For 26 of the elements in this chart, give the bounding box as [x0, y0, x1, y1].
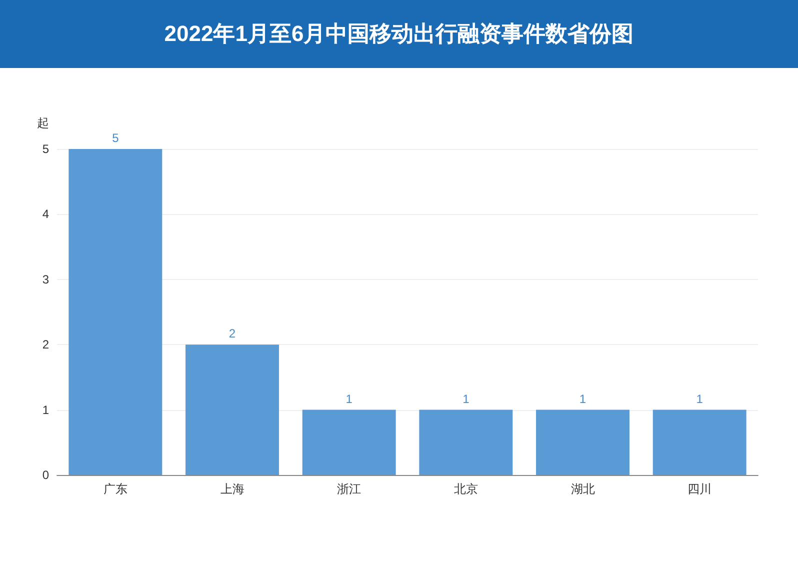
bar — [419, 410, 513, 475]
data-label: 1 — [462, 392, 470, 406]
bar — [68, 149, 162, 475]
y-axis-title: 起 — [37, 116, 49, 130]
data-label: 2 — [228, 326, 236, 341]
y-tick-label: 4 — [42, 207, 50, 222]
data-label: 1 — [346, 392, 353, 406]
y-tick-label: 1 — [42, 402, 50, 417]
y-tick-label: 3 — [42, 272, 50, 286]
bar — [652, 410, 746, 475]
x-tick-label: 湖北 — [570, 482, 595, 496]
bar — [186, 344, 279, 475]
bar — [536, 410, 630, 475]
y-tick-label: 5 — [42, 142, 50, 156]
data-label: 5 — [112, 131, 120, 145]
x-tick-label: 浙江 — [337, 482, 362, 496]
x-tick-label: 北京 — [454, 482, 478, 496]
x-tick-label: 广东 — [103, 482, 128, 496]
y-tick-label: 2 — [42, 338, 50, 352]
x-tick-label: 上海 — [220, 482, 244, 496]
data-label: 1 — [579, 392, 586, 406]
y-tick-label: 0 — [42, 468, 50, 482]
x-tick-label: 四川 — [688, 482, 712, 496]
chart-title: 2022年1月至6月中国移动出行融资事件数省份图 — [0, 0, 798, 68]
bar — [302, 410, 396, 475]
data-label: 1 — [696, 392, 704, 406]
